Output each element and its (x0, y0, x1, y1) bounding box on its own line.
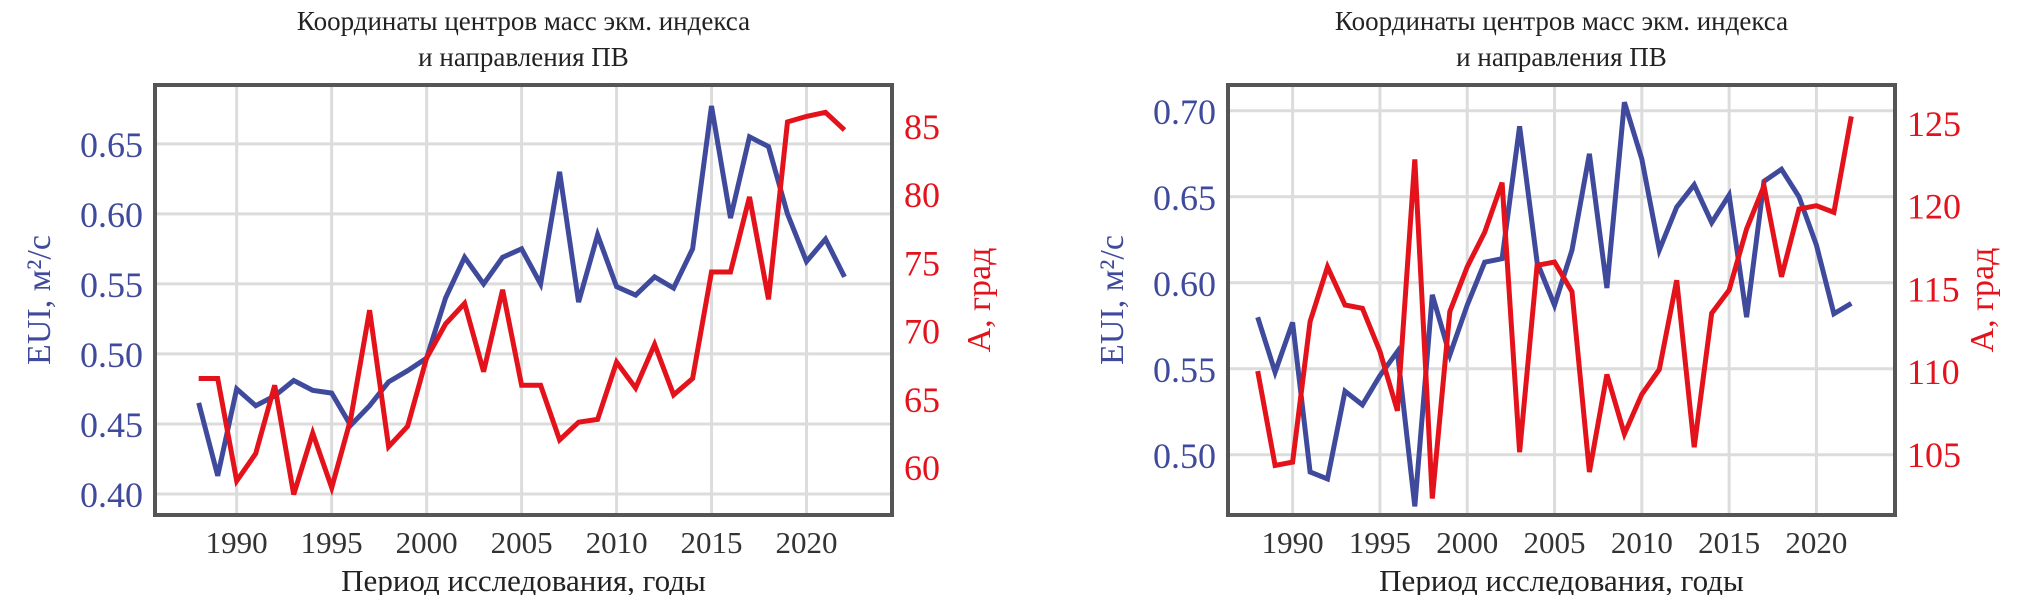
right-y-tick-label: 70 (904, 312, 940, 352)
left-y-axis-label: EUI, м²/с (1094, 235, 1131, 365)
x-tick-label: 2020 (776, 525, 838, 560)
x-tick-label: 2005 (1524, 525, 1586, 560)
x-tick-label: 2000 (1436, 525, 1498, 560)
left-y-tick-label: 0.55 (1153, 350, 1216, 390)
left-y-tick-label: 0.50 (80, 335, 143, 375)
x-tick-label: 2015 (1698, 525, 1760, 560)
plot-frame (1226, 83, 1897, 517)
left-y-tick-label: 0.55 (80, 265, 143, 305)
x-tick-label: 1995 (1349, 525, 1411, 560)
chart-2: Координаты центров масс экм. индекса и на… (1094, 6, 2001, 595)
x-tick-label: 1990 (206, 525, 268, 560)
right-y-tick-label: 60 (904, 448, 940, 488)
left-y-tick-label: 0.40 (80, 475, 143, 515)
right-y-tick-label: 115 (1907, 269, 1960, 309)
x-tick-label: 2015 (681, 525, 743, 560)
right-y-tick-label: 65 (904, 380, 940, 420)
left-y-tick-label: 0.65 (1153, 178, 1216, 218)
right-y-axis-label: A, град (1964, 248, 2001, 353)
x-tick-label: 2020 (1785, 525, 1847, 560)
left-y-tick-label: 0.70 (1153, 92, 1216, 132)
x-tick-label: 2010 (1611, 525, 1673, 560)
chart-title-line: и направления ПВ (1456, 42, 1667, 72)
right-y-tick-label: 110 (1907, 352, 1960, 392)
x-tick-label: 2000 (396, 525, 458, 560)
chart-title-line: Координаты центров масс экм. индекса (297, 6, 750, 36)
left-y-tick-label: 0.50 (1153, 436, 1216, 476)
left-y-tick-label: 0.60 (1153, 264, 1216, 304)
x-tick-label: 2010 (586, 525, 648, 560)
x-tick-label: 1990 (1262, 525, 1324, 560)
x-tick-label: 2005 (491, 525, 553, 560)
chart-title-line: и направления ПВ (418, 42, 629, 72)
right-y-tick-label: 85 (904, 107, 940, 147)
right-y-tick-label: 80 (904, 175, 940, 215)
left-y-axis-label: EUI, м²/с (21, 235, 58, 365)
right-y-tick-label: 105 (1907, 435, 1961, 475)
chart-1: Координаты центров масс экм. индекса и на… (21, 6, 998, 595)
left-y-tick-label: 0.60 (80, 195, 143, 235)
x-axis-label: Период исследования, годы (1379, 563, 1744, 595)
right-y-tick-label: 75 (904, 243, 940, 283)
chart-title-line: Координаты центров масс экм. индекса (1335, 6, 1788, 36)
right-y-tick-label: 120 (1907, 187, 1961, 227)
left-y-tick-label: 0.65 (80, 125, 143, 165)
plot-frame (153, 83, 894, 517)
right-y-tick-label: 125 (1907, 104, 1961, 144)
x-axis-label: Период исследования, годы (341, 563, 706, 595)
left-y-tick-label: 0.45 (80, 405, 143, 445)
right-y-axis-label: A, град (961, 248, 998, 353)
x-tick-label: 1995 (301, 525, 363, 560)
